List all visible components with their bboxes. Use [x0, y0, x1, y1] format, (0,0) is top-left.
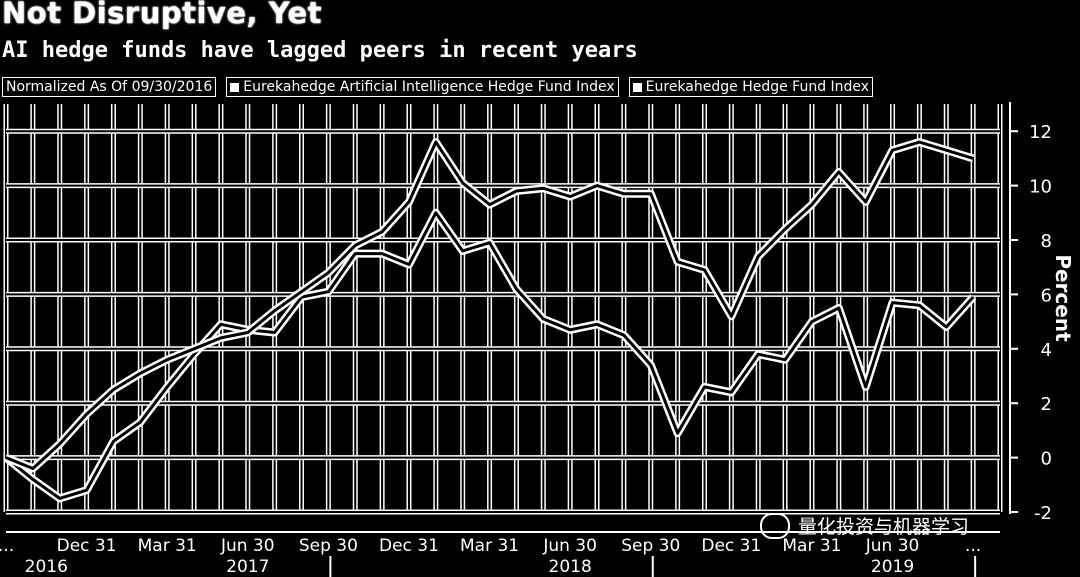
- x-tick-label: Jun 30: [865, 536, 920, 556]
- y-tick-label: -2: [1034, 503, 1052, 524]
- chart-subtitle: AI hedge funds have lagged peers in rece…: [2, 38, 638, 63]
- x-year-label: 2019: [871, 557, 914, 577]
- legend-item-hedge-fund-index: Eurekahedge Hedge Fund Index: [628, 77, 874, 97]
- x-tick-label: Jun 30: [542, 536, 597, 556]
- legend-label-ai-index: Eurekahedge Artificial Intelligence Hedg…: [243, 79, 615, 95]
- legend-note: Normalized As Of 09/30/2016: [2, 77, 217, 97]
- series-line-core: [5, 211, 975, 500]
- watermark-text: 量化投资与机器学习: [798, 516, 970, 538]
- legend-swatch-icon: [632, 82, 642, 92]
- x-tick-label: ...: [0, 536, 14, 556]
- legend-item-ai-index: Eurekahedge Artificial Intelligence Hedg…: [226, 77, 619, 97]
- legend-label-hedge-fund-index: Eurekahedge Hedge Fund Index: [645, 79, 870, 95]
- x-year-label: 2018: [549, 557, 592, 577]
- x-tick-label: ...: [965, 536, 981, 556]
- series-line-core: [5, 140, 974, 470]
- y-axis-label: Percent: [1051, 254, 1075, 342]
- x-tick-label: Dec 31: [379, 536, 439, 556]
- legend: Normalized As Of 09/30/2016 Eurekahedge …: [2, 77, 874, 97]
- x-tick-label: Dec 31: [57, 536, 117, 556]
- y-tick-label: 6: [1041, 285, 1052, 306]
- y-tick-label: 0: [1041, 449, 1052, 470]
- x-tick-label: Mar 31: [460, 536, 519, 556]
- x-tick-label: Sep 30: [621, 536, 680, 556]
- x-tick-label: Mar 31: [782, 536, 841, 556]
- legend-swatch-icon: [230, 82, 240, 92]
- y-tick-label: 4: [1041, 340, 1052, 361]
- y-tick-label: 2: [1041, 394, 1052, 415]
- y-tick-label: 8: [1041, 231, 1052, 252]
- grid: [3, 104, 1003, 515]
- legend-note-text: Normalized As Of 09/30/2016: [6, 79, 213, 95]
- chart-title: Not Disruptive, Yet: [2, 0, 322, 30]
- y-tick-label: 10: [1029, 177, 1052, 198]
- series-ai-index: [3, 208, 977, 503]
- x-tick-label: Dec 31: [701, 536, 761, 556]
- x-tick-label: Jun 30: [220, 536, 275, 556]
- x-year-label: 2016: [25, 557, 68, 577]
- watermark: 量化投资与机器学习: [760, 512, 969, 539]
- x-tick-label: Sep 30: [299, 536, 358, 556]
- x-year-label: 2017: [226, 557, 269, 577]
- wechat-icon: [760, 512, 790, 539]
- x-tick-label: Mar 31: [138, 536, 197, 556]
- y-tick-label: 12: [1029, 122, 1052, 143]
- series-hedge-fund-index: [4, 138, 975, 473]
